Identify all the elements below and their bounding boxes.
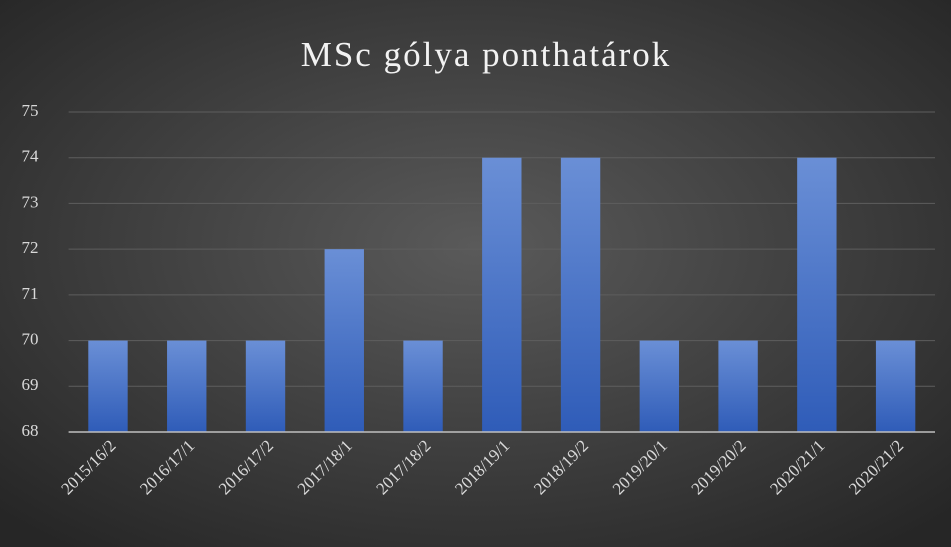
y-tick-label: 73: [22, 192, 39, 211]
bar: [482, 157, 522, 432]
bar: [639, 340, 680, 432]
y-tick-label: 71: [22, 284, 39, 303]
bar: [797, 157, 837, 432]
bar: [88, 340, 128, 432]
y-tick-label: 68: [22, 421, 39, 440]
y-tick-label: 70: [22, 329, 39, 348]
y-tick-label: 72: [22, 238, 39, 257]
y-tick-label: 74: [22, 147, 40, 166]
y-tick-label: 69: [22, 375, 39, 394]
bar: [560, 157, 601, 432]
bar: [875, 340, 916, 432]
bar: [718, 340, 758, 432]
bar: [245, 340, 286, 432]
bar: [403, 340, 443, 432]
bar: [167, 340, 207, 432]
y-tick-label: 75: [22, 101, 39, 120]
chart-title: MSc gólya ponthatárok: [301, 35, 672, 74]
bar: [324, 249, 364, 432]
